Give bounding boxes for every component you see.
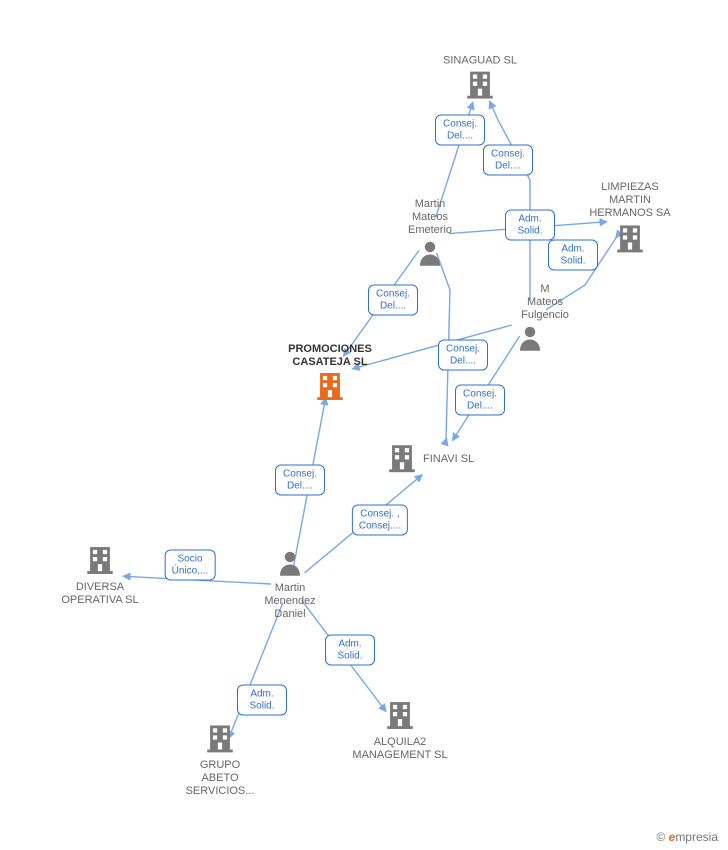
brand-rest: mpresia [675, 830, 718, 844]
node-label: SINAGUAD SL [443, 54, 517, 67]
edge-label[interactable]: Socio Único,... [165, 550, 216, 581]
node-label: Martin Mateos Emeterio [408, 198, 452, 238]
company-node[interactable]: PROMOCIONES CASATEJA SL [275, 343, 385, 407]
edge-label[interactable]: Consej. Del.... [275, 465, 325, 496]
node-label: ALQUILA2 MANAGEMENT SL [352, 736, 447, 762]
person-node[interactable]: M Mateos Fulgencio [475, 283, 585, 357]
node-label: DIVERSA OPERATIVA SL [61, 581, 138, 607]
edge-line [489, 101, 530, 301]
building-icon [203, 721, 237, 759]
person-node[interactable]: Martin Menendez Daniel [235, 548, 345, 622]
node-label: Martin Menendez Daniel [264, 582, 315, 622]
edge-label[interactable]: Consej. , Consej.... [352, 505, 408, 536]
copyright: © empresia [656, 830, 718, 844]
building-icon [385, 441, 419, 479]
edge-label[interactable]: Consej. Del.... [483, 145, 533, 176]
edge-label[interactable]: Consej. Del.... [368, 285, 418, 316]
building-icon [83, 543, 117, 581]
person-icon [415, 238, 445, 272]
node-label: PROMOCIONES CASATEJA SL [288, 343, 372, 369]
person-icon [275, 548, 305, 582]
node-label: FINAVI SL [423, 453, 474, 466]
diagram-canvas: SINAGUAD SL Martin Mateos Emeterio LIMPI… [0, 0, 728, 850]
company-node[interactable]: DIVERSA OPERATIVA SL [45, 543, 155, 607]
company-node[interactable]: GRUPO ABETO SERVICIOS... [165, 721, 275, 799]
building-icon [463, 68, 497, 106]
edge-line [229, 603, 283, 739]
edge-label[interactable]: Adm. Solid. [548, 240, 598, 271]
edge-label[interactable]: Consej. Del.... [455, 385, 505, 416]
company-node[interactable]: ALQUILA2 MANAGEMENT SL [345, 698, 455, 762]
edge-label[interactable]: Adm. Solid. [237, 685, 287, 716]
node-label: LIMPIEZAS MARTIN HERMANOS SA [589, 181, 670, 221]
edge-label[interactable]: Consej. Del.... [438, 340, 488, 371]
company-node[interactable]: FINAVI SL [385, 441, 495, 479]
edge-label[interactable]: Adm. Solid. [505, 210, 555, 241]
node-label: GRUPO ABETO SERVICIOS... [186, 759, 255, 799]
building-icon [613, 221, 647, 259]
person-icon [515, 323, 545, 357]
person-node[interactable]: Martin Mateos Emeterio [375, 198, 485, 272]
building-icon [383, 698, 417, 736]
edge-label[interactable]: Adm. Solid. [325, 635, 375, 666]
building-icon [313, 369, 347, 407]
company-node[interactable]: SINAGUAD SL [425, 54, 535, 105]
edge-label[interactable]: Consej. Del.... [435, 115, 485, 146]
copyright-symbol: © [656, 830, 665, 844]
node-label: M Mateos Fulgencio [521, 283, 569, 323]
